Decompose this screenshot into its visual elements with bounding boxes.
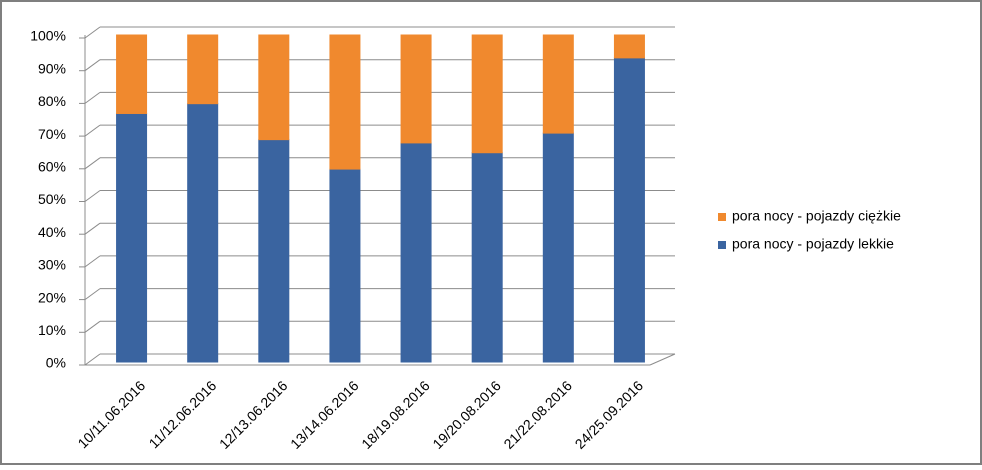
grid-line (84, 353, 101, 366)
bar-segment (471, 152, 503, 363)
bar-segment (329, 34, 361, 170)
bar-segment (542, 132, 574, 363)
bar-segment (400, 34, 432, 144)
bar-segment (116, 34, 148, 114)
grid-line (84, 320, 101, 333)
bar-segment (116, 112, 148, 363)
bar-segment (542, 34, 574, 134)
bar-segment (613, 34, 645, 59)
bar-segment (400, 142, 432, 363)
legend-swatch (718, 213, 726, 221)
y-tick-label: 70% (38, 126, 66, 142)
y-tick-label: 60% (38, 159, 66, 175)
grid-line (84, 222, 101, 235)
bar-segment (187, 34, 219, 105)
y-tick-label: 0% (46, 355, 66, 371)
bar-segment (258, 34, 290, 141)
grid-line (84, 288, 101, 301)
bar-segment (329, 168, 361, 363)
grid-line (84, 157, 101, 170)
grid-line (84, 91, 101, 104)
y-tick-label: 20% (38, 289, 66, 305)
bar-segment (258, 139, 290, 363)
grid-line (84, 26, 101, 39)
grid-line (84, 190, 101, 202)
y-tick-label: 30% (38, 257, 66, 273)
y-tick-label: 10% (38, 322, 66, 338)
y-tick-label: 90% (38, 60, 66, 76)
y-tick-label: 40% (38, 224, 66, 240)
bar-segment (471, 34, 503, 154)
grid-line (84, 255, 101, 268)
legend-label: pora nocy - pojazdy ciężkie (732, 208, 901, 224)
y-tick-label: 100% (30, 28, 66, 44)
bar-segment (187, 103, 219, 363)
x-axis (649, 353, 676, 366)
y-tick-label: 50% (38, 191, 66, 207)
grid-line (84, 124, 101, 137)
legend-swatch (718, 241, 726, 249)
grid-line (84, 59, 101, 72)
y-tick-label: 80% (38, 93, 66, 109)
bar-segment (613, 57, 645, 363)
legend-label: pora nocy - pojazdy lekkie (732, 236, 894, 252)
